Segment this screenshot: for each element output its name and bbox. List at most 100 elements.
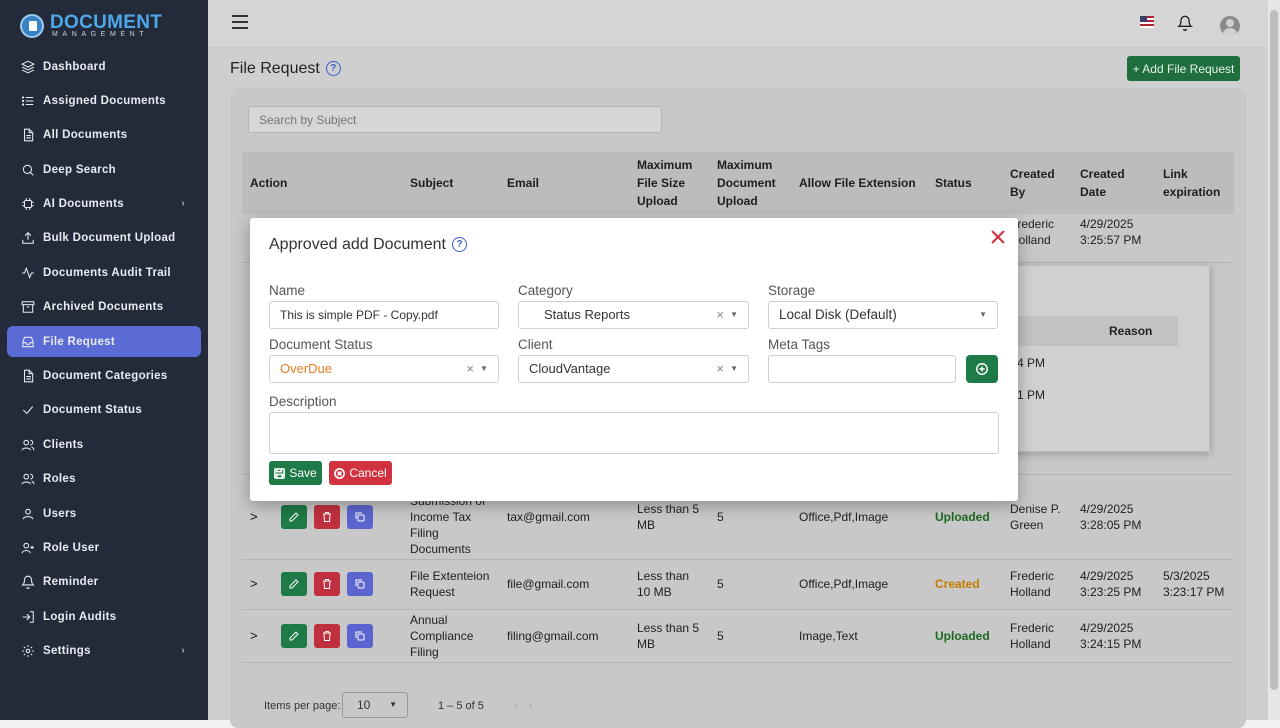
sidebar-item-label: Clients (43, 438, 84, 451)
help-icon[interactable]: ? (452, 237, 467, 253)
sidebar-item-label: Document Status (43, 403, 143, 416)
expand-row-icon[interactable]: > (250, 627, 258, 643)
clear-icon[interactable]: × (466, 361, 474, 376)
list-icon (21, 94, 35, 108)
copy-icon[interactable] (347, 623, 373, 648)
sidebar-item-login-audits[interactable]: Login Audits (7, 601, 201, 632)
table-cell: file@gmail.com (499, 559, 629, 610)
user-avatar[interactable] (1220, 16, 1240, 36)
sidebar-item-reminder[interactable]: Reminder (7, 566, 201, 597)
sidebar-item-document-status[interactable]: Document Status (7, 394, 201, 425)
reason-header: Reason (1109, 324, 1153, 338)
copy-icon[interactable] (347, 572, 373, 596)
sidebar-item-label: All Documents (43, 128, 128, 141)
column-header: Created By (1002, 152, 1072, 214)
sidebar-item-role-user[interactable]: Role User (7, 532, 201, 563)
sidebar-item-label: Archived Documents (43, 300, 164, 313)
inbox-icon (21, 335, 35, 349)
copy-icon[interactable] (347, 504, 373, 529)
edit-icon[interactable] (281, 504, 307, 529)
storage-select[interactable]: Local Disk (Default) ▼ (768, 301, 998, 329)
clear-icon[interactable]: × (716, 361, 724, 376)
users-icon (21, 438, 35, 452)
pager-arrows[interactable]: ‹› (514, 698, 543, 713)
help-icon[interactable]: ? (325, 61, 341, 77)
edit-icon[interactable] (281, 572, 307, 596)
table-row[interactable]: > File Extenteion Request file@gmail.com Le… (242, 559, 1234, 610)
sidebar-item-settings[interactable]: Settings › (7, 635, 201, 666)
table-cell: 4/29/2025 3:25:57 PM (1072, 214, 1155, 263)
logo-icon (20, 14, 44, 38)
clear-icon[interactable]: × (716, 307, 724, 322)
status-badge: Uploaded (935, 509, 990, 524)
sidebar-item-ai-documents[interactable]: AI Documents › (7, 188, 201, 219)
name-field[interactable]: This is simple PDF - Copy.pdf (269, 301, 499, 329)
column-header: Email (499, 152, 629, 214)
table-row[interactable]: > Annual Compliance Filing filing@gmail.co… (242, 609, 1234, 663)
expand-row-icon[interactable]: > (250, 576, 258, 591)
document-status-label: Document Status (269, 337, 373, 352)
cancel-button[interactable]: Cancel (329, 461, 392, 485)
delete-icon[interactable] (314, 572, 340, 596)
add-file-request-button[interactable]: + Add File Request (1127, 56, 1240, 81)
table-cell: Office,Pdf,Image (791, 559, 927, 610)
notification-bell-icon[interactable] (1176, 14, 1194, 32)
save-button[interactable]: Save (269, 461, 322, 485)
expand-row-icon[interactable]: > (250, 508, 258, 524)
sidebar-item-documents-audit-trail[interactable]: Documents Audit Trail (7, 257, 201, 288)
sidebar-item-archived-documents[interactable]: Archived Documents (7, 291, 201, 322)
category-select[interactable]: Status Reports × ▼ (518, 301, 749, 329)
edit-icon[interactable] (281, 623, 307, 648)
meta-tags-input[interactable] (768, 355, 956, 383)
sidebar-item-label: Users (43, 507, 77, 520)
brand-logo[interactable]: DOCUMENT MANAGEMENT (20, 12, 200, 42)
document-status-select[interactable]: OverDue × ▼ (269, 355, 499, 383)
sidebar-item-label: Role User (43, 541, 100, 554)
sidebar-item-assigned-documents[interactable]: Assigned Documents (7, 85, 201, 116)
cancel-label: Cancel (349, 466, 387, 480)
next-page-icon[interactable]: › (528, 698, 543, 713)
sidebar-item-label: Deep Search (43, 163, 116, 176)
sidebar-item-label: Reminder (43, 575, 99, 588)
sidebar: DOCUMENT MANAGEMENT Dashboard Assigned Do… (0, 0, 208, 720)
column-header: Status (927, 152, 1002, 214)
sidebar-item-document-categories[interactable]: Document Categories (7, 360, 201, 391)
chevron-right-icon: › (181, 198, 185, 209)
save-label: Save (289, 466, 317, 480)
sidebar-item-clients[interactable]: Clients (7, 429, 201, 460)
sidebar-item-deep-search[interactable]: Deep Search (7, 154, 201, 185)
sidebar-item-users[interactable]: Users (7, 498, 201, 529)
description-label: Description (269, 394, 337, 409)
sidebar-item-roles[interactable]: Roles (7, 463, 201, 494)
chevron-down-icon: ▼ (480, 364, 488, 373)
table-cell (1155, 214, 1234, 263)
table-cell: Denise P. Green (1002, 474, 1072, 560)
search-icon (21, 163, 35, 177)
menu-toggle-icon[interactable] (232, 15, 248, 31)
table-cell: Annual Compliance Filing (402, 609, 499, 663)
sidebar-item-dashboard[interactable]: Dashboard (7, 51, 201, 82)
sidebar-item-bulk-document-upload[interactable]: Bulk Document Upload (7, 222, 201, 253)
sidebar-item-file-request[interactable]: File Request (7, 326, 201, 357)
client-select[interactable]: CloudVantage × ▼ (518, 355, 749, 383)
status-badge: Uploaded (935, 628, 990, 643)
sidebar-item-label: Dashboard (43, 60, 106, 73)
page-scrollbar[interactable] (1268, 0, 1280, 720)
add-meta-tag-button[interactable] (966, 355, 998, 383)
description-textarea[interactable] (269, 412, 999, 454)
delete-icon[interactable] (314, 504, 340, 529)
us-flag-icon[interactable] (1140, 16, 1154, 28)
scrollbar-thumb[interactable] (1270, 10, 1278, 690)
delete-icon[interactable] (314, 623, 340, 648)
storage-label: Storage (768, 283, 816, 298)
search-subject-input[interactable] (248, 106, 662, 133)
sidebar-item-all-documents[interactable]: All Documents (7, 119, 201, 150)
name-label: Name (269, 283, 306, 298)
chip-icon (21, 197, 35, 211)
close-icon[interactable] (990, 229, 1008, 247)
check-icon (21, 403, 35, 417)
action-cell: > (242, 609, 402, 663)
login-icon (21, 610, 35, 624)
prev-page-icon[interactable]: ‹ (514, 698, 529, 713)
items-per-page-select[interactable]: 10 (342, 692, 408, 718)
